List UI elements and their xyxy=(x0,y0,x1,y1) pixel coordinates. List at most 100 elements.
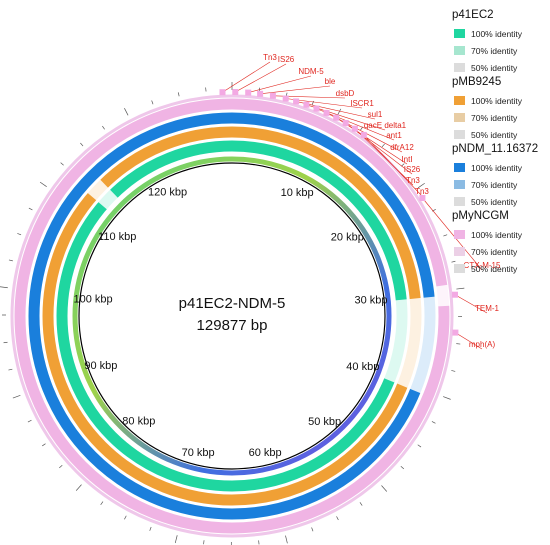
legend-label: 100% identity xyxy=(471,29,523,39)
scale-tick xyxy=(28,207,33,211)
scale-tick xyxy=(151,100,154,105)
legend-swatch xyxy=(454,264,465,273)
legend-swatch xyxy=(454,113,465,122)
gene-label: Tn3 xyxy=(406,176,420,185)
legend-label: 70% identity xyxy=(471,113,518,123)
legend-swatch xyxy=(454,63,465,72)
identity-rings xyxy=(10,94,454,538)
gene-leader-line xyxy=(455,332,483,350)
identity-ring-pndm-11-16372 xyxy=(28,112,436,520)
identity-gap xyxy=(98,189,119,210)
scale-tick xyxy=(359,502,363,506)
legend-label: 70% identity xyxy=(471,180,518,190)
scale-tick xyxy=(75,484,82,491)
gene-label: IS26 xyxy=(404,165,421,174)
scale-tick xyxy=(80,142,84,147)
gene-marker xyxy=(269,92,276,99)
gene-label: qacE delta1 xyxy=(364,121,407,130)
kbp-label: 50 kbp xyxy=(308,416,341,428)
legend-label: 50% identity xyxy=(471,130,518,140)
legend-label: 50% identity xyxy=(471,264,518,274)
gene-leader-line xyxy=(422,197,483,271)
gene-label: Tn3 xyxy=(415,187,429,196)
gene-leader-line xyxy=(454,294,488,314)
scale-tick xyxy=(177,92,180,97)
kbp-label: 120 kbp xyxy=(148,187,187,199)
gene-leader-line xyxy=(363,134,423,197)
kbp-label: 80 kbp xyxy=(122,416,155,428)
legend-swatch xyxy=(454,29,465,38)
scale-tick xyxy=(443,396,451,400)
legend-swatch xyxy=(454,247,465,256)
scale-tick xyxy=(443,234,448,237)
scale-tick xyxy=(124,515,127,520)
scale-tick xyxy=(60,162,64,166)
kbp-label: 110 kbp xyxy=(98,231,136,243)
gene-leader-line xyxy=(235,63,287,93)
scale-tick xyxy=(417,444,422,448)
identity-gap xyxy=(396,297,422,388)
legend-label: 100% identity xyxy=(471,230,523,240)
kbp-label: 70 kbp xyxy=(182,447,215,459)
scale-tick xyxy=(102,125,105,130)
backbone-circle xyxy=(78,162,386,470)
gene-label: dsbD xyxy=(336,89,355,98)
plasmid-size: 129877 bp xyxy=(197,317,268,334)
legend-label: 70% identity xyxy=(471,46,518,56)
legend-title: pMyNCGM xyxy=(452,210,509,222)
legend-label: 100% identity xyxy=(471,163,523,173)
legend-title: pNDM_11.16372 xyxy=(452,143,538,155)
scale-tick xyxy=(174,535,178,544)
scale-tick xyxy=(381,143,385,148)
scale-tick xyxy=(451,370,456,372)
gene-label: TEM-1 xyxy=(475,304,500,313)
kbp-label: 100 kbp xyxy=(74,294,113,306)
kbp-label: 90 kbp xyxy=(84,360,117,372)
gene-leader-line xyxy=(222,61,271,93)
gene-marker xyxy=(303,101,310,108)
legend-label: 50% identity xyxy=(471,63,518,73)
scale-tick xyxy=(311,527,314,532)
legend-swatch xyxy=(454,46,465,55)
gene-marker xyxy=(282,95,289,102)
gene-marker xyxy=(452,291,458,298)
scale-tick xyxy=(39,181,47,187)
gene-marker xyxy=(313,105,320,112)
scale-tick xyxy=(400,465,405,470)
gene-label: ble xyxy=(325,77,336,86)
kbp-labels: 10 kbp 20 kbp 30 kbp 40 kbp 50 kbp 60 kbp 70 k… xyxy=(74,187,388,459)
identity-ring-pmyncgm xyxy=(14,98,450,534)
legend-title: p41EC2 xyxy=(452,9,494,21)
legend-swatch xyxy=(454,130,465,139)
kbp-label: 20 kbp xyxy=(331,232,364,244)
scale-tick xyxy=(456,287,465,290)
gene-leader-line xyxy=(260,85,331,95)
scale-tick xyxy=(0,286,8,289)
legend-swatch xyxy=(454,96,465,105)
gene-marker xyxy=(323,109,330,116)
legend-swatch xyxy=(454,163,465,172)
scale-tick xyxy=(27,419,32,423)
scale-tick xyxy=(8,259,13,262)
gene-label: NDM-5 xyxy=(298,67,324,76)
legend-title: pMB9245 xyxy=(452,76,501,88)
kbp-label: 30 kbp xyxy=(354,294,387,306)
legend-label: 50% identity xyxy=(471,197,518,207)
gene-label: dfrA12 xyxy=(390,143,414,152)
scale-tick xyxy=(42,443,46,447)
scale-tick xyxy=(311,100,314,105)
gene-marker xyxy=(333,114,340,121)
gene-leader-line xyxy=(248,75,312,93)
identity-gap xyxy=(383,299,408,383)
gene-label: CTX-M-15 xyxy=(464,261,501,270)
gene-label: IS26 xyxy=(278,55,295,64)
legend-label: 70% identity xyxy=(471,247,518,257)
scale-tick xyxy=(336,516,339,521)
gene-marker xyxy=(232,89,239,95)
scale-tick xyxy=(417,182,425,189)
scale-tick xyxy=(59,464,63,469)
legend-swatch xyxy=(454,180,465,189)
scale-tick xyxy=(381,485,388,492)
